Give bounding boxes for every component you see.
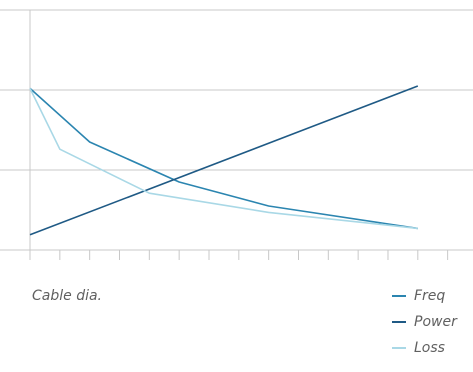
line-chart [0, 9, 473, 260]
legend-swatch-loss [392, 347, 406, 349]
series-line-loss [29, 88, 418, 230]
legend-label-loss: Loss [414, 340, 445, 356]
legend-item-loss: Loss [392, 338, 457, 358]
series-line-power [29, 85, 419, 236]
legend-item-power: Power [392, 312, 457, 332]
legend-label-power: Power [414, 314, 457, 330]
legend-swatch-power [392, 321, 406, 323]
x-axis-label: Cable dia. [32, 288, 102, 304]
series-line-freq [29, 87, 418, 230]
legend-label-freq: Freq [414, 288, 446, 304]
legend: Freq Power Loss [392, 286, 457, 364]
legend-item-freq: Freq [392, 286, 457, 306]
legend-swatch-freq [392, 295, 406, 297]
